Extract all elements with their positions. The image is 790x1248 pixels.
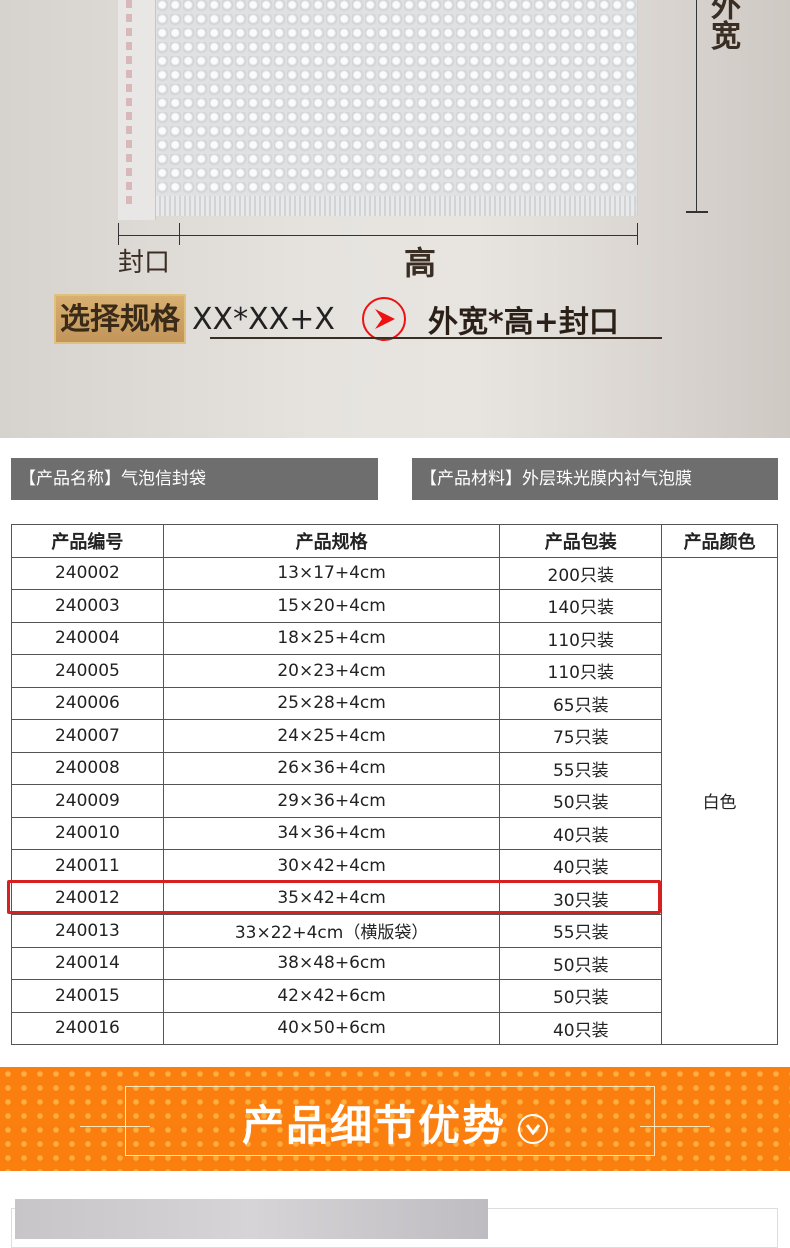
cell-spec: 42×42+6cm [162,979,501,1013]
cell-id: 240011 [11,849,164,883]
cell-id: 240010 [11,816,164,850]
detail-photo [15,1199,488,1239]
cell-id: 240003 [11,589,164,623]
arrow-right-icon [362,297,406,341]
table-row: 240013 33×22+4cm（横版袋） 55只装 [11,914,778,948]
cell-id: 240006 [11,686,164,720]
cell-id: 240015 [11,979,164,1013]
cell-id: 240007 [11,719,164,753]
cell-spec: 34×36+4cm [162,816,501,850]
cell-spec: 40×50+6cm [162,1011,501,1045]
cell-package: 30只装 [499,881,663,915]
table-row: 240003 15×20+4cm 140只装 [11,589,778,623]
cell-id: 240009 [11,784,164,818]
banner-title-wrap: 产品细节优势 [0,1092,790,1153]
table-row: 240014 38×48+6cm 50只装 [11,946,778,980]
header-package: 产品包装 [499,524,663,558]
table-row: 240002 13×17+4cm 200只装 白色 [11,556,778,1045]
banner-line-right [640,1126,710,1127]
dimension-tick [118,223,119,245]
cell-spec: 24×25+4cm [162,719,501,753]
bubble-envelope-photo [118,0,638,216]
cell-id: 240016 [11,1011,164,1045]
cell-package: 200只装 [499,556,663,590]
seal-strip-print [126,0,132,210]
spec-formula: XX*XX+X [192,301,335,337]
highlighted-row-box [7,880,661,914]
dimension-tick [637,223,638,245]
spec-formula-row: 选择规格 XX*XX+X 外宽*高+封口 [54,294,619,344]
cell-spec: 33×22+4cm（横版袋） [162,914,501,948]
cell-spec: 26×36+4cm [162,751,501,785]
spec-underline [210,337,662,339]
cell-package: 50只装 [499,979,663,1013]
header-spec: 产品规格 [162,524,501,558]
cell-spec: 25×28+4cm [162,686,501,720]
cell-package: 40只装 [499,1011,663,1045]
envelope-flap [118,0,156,220]
cell-id: 240013 [11,914,164,948]
banner-frame [125,1086,655,1156]
spec-badge: 选择规格 [54,294,186,344]
cell-id: 240002 [11,556,164,590]
cell-id: 240012 [11,881,164,915]
cell-id: 240014 [11,946,164,980]
table-row: 240008 26×36+4cm 55只装 [11,751,778,785]
cell-spec: 18×25+4cm [162,621,501,655]
cell-package: 50只装 [499,946,663,980]
envelope-seal-edge [156,196,636,216]
height-label: 高 [404,244,437,282]
cell-id: 240005 [11,654,164,688]
cell-spec: 15×20+4cm [162,589,501,623]
cell-spec: 20×23+4cm [162,654,501,688]
cell-package: 50只装 [499,784,663,818]
cell-spec: 35×42+4cm [162,881,501,915]
width-label: 外宽 [705,0,740,50]
cell-package: 140只装 [499,589,663,623]
seal-label: 封口 [118,248,171,278]
dimension-tick [179,223,180,245]
cell-spec: 38×48+6cm [162,946,501,980]
table-row: 240012 35×42+4cm 30只装 [11,881,778,915]
cell-package: 40只装 [499,849,663,883]
cell-package: 55只装 [499,751,663,785]
banner-line-left [80,1126,150,1127]
width-dimension-tick [686,211,708,213]
chevron-down-circle-icon [518,1113,548,1144]
table-row: 240006 25×28+4cm 65只装 [11,686,778,720]
cell-id: 240004 [11,621,164,655]
banner-title: 产品细节优势 [241,1101,506,1150]
header-id: 产品编号 [11,524,164,558]
header-color: 产品颜色 [661,524,778,558]
cell-spec: 30×42+4cm [162,849,501,883]
cell-package: 55只装 [499,914,663,948]
cell-package: 65只装 [499,686,663,720]
cell-id: 240008 [11,751,164,785]
table-row: 240005 20×23+4cm 110只装 [11,654,778,688]
table-row: 240007 24×25+4cm 75只装 [11,719,778,753]
table-row: 240016 40×50+6cm 40只装 [11,1011,778,1045]
width-dimension-line [696,0,697,212]
table-row: 240011 30×42+4cm 40只装 [11,849,778,883]
cell-spec: 13×17+4cm [162,556,501,590]
cell-package: 110只装 [499,621,663,655]
product-material-bar: 【产品材料】外层珠光膜内衬气泡膜 [412,458,778,500]
spec-result: 外宽*高+封口 [428,305,619,340]
cell-spec: 29×36+4cm [162,784,501,818]
cell-color: 白色 [661,556,778,1045]
cell-package: 40只装 [499,816,663,850]
height-dimension-line [118,235,638,236]
spec-table: 产品编号 产品规格 产品包装 产品颜色 240002 13×17+4cm 200只装… [11,524,778,1045]
table-header-row: 产品编号 产品规格 产品包装 产品颜色 [11,524,778,558]
table-row: 240010 34×36+4cm 40只装 [11,816,778,850]
product-name-bar: 【产品名称】气泡信封袋 [11,458,378,500]
banner-dot-pattern [0,1067,790,1171]
section-banner: 产品细节优势 [0,1067,790,1171]
cell-package: 110只装 [499,654,663,688]
cell-package: 75只装 [499,719,663,753]
